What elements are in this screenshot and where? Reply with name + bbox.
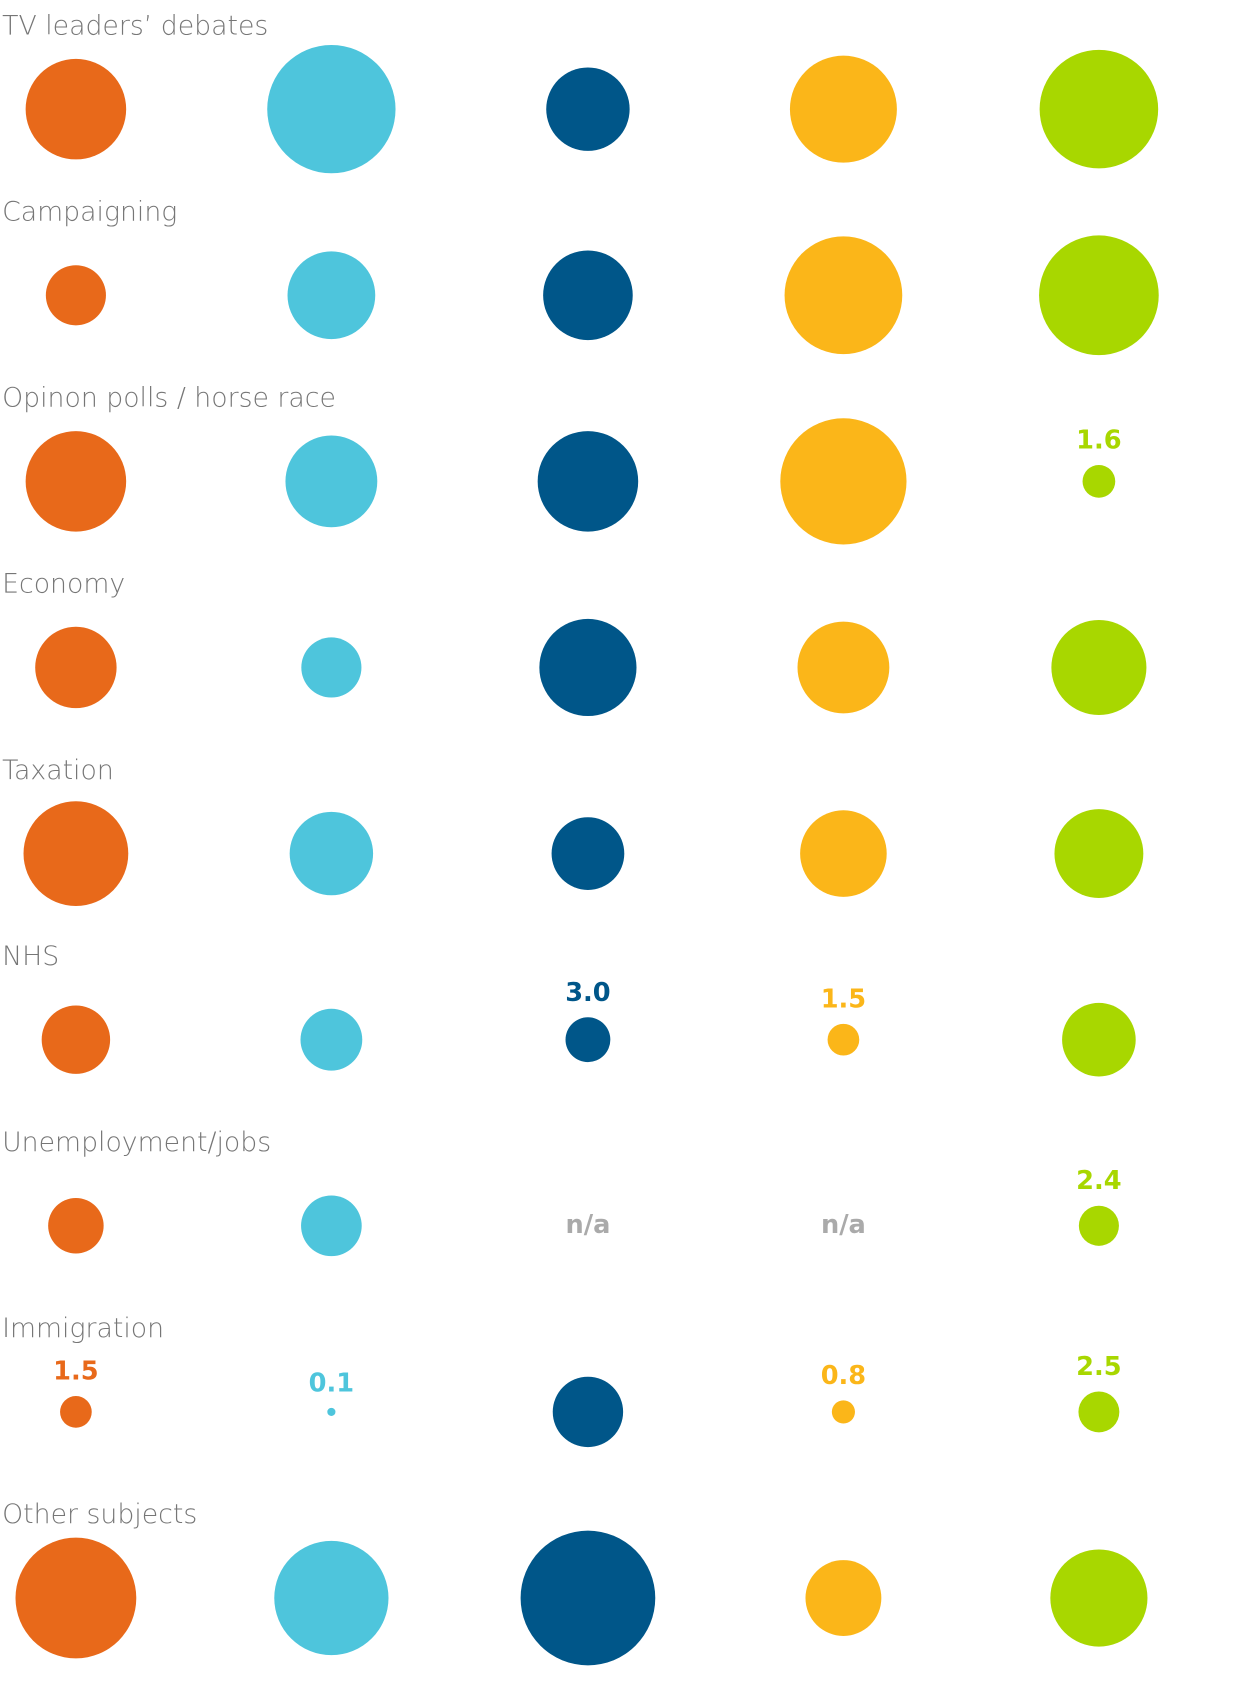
- value-label: 1.6: [1076, 425, 1121, 455]
- value-label: 3.0: [565, 978, 610, 1008]
- bubble: [797, 621, 890, 714]
- value-label: n/a: [565, 1210, 610, 1240]
- value-label: 1.5: [53, 1357, 98, 1387]
- row-title: Unemployment/jobs: [2, 1127, 271, 1158]
- row-title: NHS: [2, 941, 59, 972]
- bubble: [551, 817, 625, 890]
- bubble: [301, 1195, 362, 1257]
- bubble: [35, 626, 117, 709]
- row-title: Campaigning: [2, 196, 177, 227]
- bubble: [539, 618, 637, 717]
- bubble: [1039, 235, 1159, 356]
- bubble: [1078, 1205, 1119, 1246]
- row-title: Taxation: [2, 755, 114, 786]
- row-title: Other subjects: [2, 1499, 197, 1530]
- bubble: [60, 1396, 92, 1428]
- bubble: [1062, 1002, 1136, 1077]
- bubble: [1054, 809, 1144, 899]
- value-label: 0.1: [309, 1368, 354, 1398]
- bubble: [48, 1198, 104, 1254]
- bubble: [23, 801, 129, 906]
- bubble: [15, 1537, 137, 1659]
- bubble: [552, 1376, 624, 1448]
- bubble: [565, 1017, 611, 1063]
- bubble: [1078, 1391, 1120, 1433]
- bubble: [800, 810, 887, 897]
- bubble: [1051, 619, 1147, 716]
- bubble: [789, 55, 897, 163]
- bubble: [287, 251, 376, 340]
- bubble: [543, 250, 633, 341]
- value-label: 0.8: [821, 1361, 866, 1391]
- bubble: [784, 236, 903, 355]
- bubble: [1050, 1549, 1148, 1647]
- value-label: 2.5: [1076, 1352, 1121, 1382]
- bubble: [25, 431, 127, 532]
- bubble: [289, 811, 374, 896]
- bubble: [301, 637, 362, 698]
- row-title: TV leaders’ debates: [2, 10, 268, 41]
- bubble: [780, 418, 907, 545]
- bubble: [327, 1407, 336, 1416]
- bubble: [41, 1005, 111, 1074]
- bubble: [831, 1400, 855, 1424]
- row-title: Immigration: [2, 1313, 164, 1344]
- row-title: Economy: [2, 569, 125, 600]
- bubble: [1082, 465, 1116, 498]
- row-title: Opinon polls / horse race: [2, 383, 336, 414]
- value-label: 1.5: [821, 984, 866, 1014]
- value-label: n/a: [821, 1210, 866, 1240]
- value-label: 2.4: [1076, 1166, 1121, 1196]
- bubble: [827, 1023, 860, 1056]
- bubble: [285, 435, 378, 528]
- bubble: [520, 1530, 656, 1666]
- bubble: [546, 67, 630, 151]
- bubble: [45, 265, 106, 326]
- bubble: [805, 1560, 882, 1636]
- bubble: [267, 45, 396, 174]
- bubble: [1039, 49, 1159, 169]
- bubble: [274, 1540, 389, 1656]
- bubble: [537, 431, 639, 532]
- bubble: [300, 1008, 363, 1071]
- bubble: [25, 58, 127, 160]
